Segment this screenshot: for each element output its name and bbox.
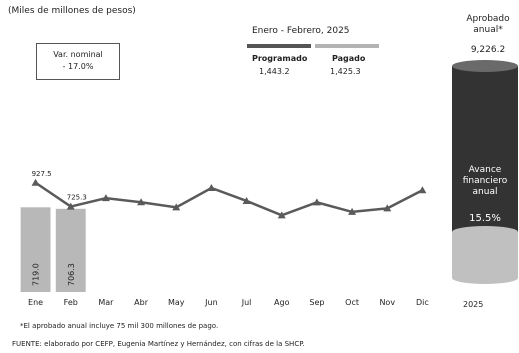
cylinder-divider — [452, 226, 518, 238]
point-abr — [137, 198, 146, 206]
point-oct — [348, 207, 357, 215]
legend-pagado-label: Pagado — [332, 54, 366, 63]
line-value-label: 927.5 — [32, 170, 52, 178]
year-label: 2025 — [463, 300, 484, 309]
legend-programado-value: 1,443.2 — [259, 67, 290, 76]
x-label-jun: Jun — [204, 298, 218, 307]
x-label-jul: Jul — [241, 298, 252, 307]
legend-programado-swatch — [247, 44, 311, 48]
cylinder-remaining-segment — [452, 66, 518, 232]
annual-cylinder — [452, 60, 518, 284]
legend-pagado-value: 1,425.3 — [330, 67, 361, 76]
bar-ene — [20, 207, 51, 292]
x-label-abr: Abr — [134, 298, 149, 307]
point-ene — [31, 178, 40, 186]
point-feb — [66, 202, 75, 210]
bar-value-label: 719.0 — [32, 263, 41, 286]
x-labels-layer: Ene Feb Mar Abr May Jun Jul Ago Sep Oct Nov Dic — [28, 298, 429, 307]
x-label-ene: Ene — [28, 298, 43, 307]
bar-feb — [55, 208, 86, 292]
x-label-feb: Feb — [64, 298, 78, 307]
approved-annual-label: Aprobado anual* — [466, 14, 510, 35]
point-ago — [277, 211, 286, 219]
cylinder-bottom — [452, 272, 518, 284]
variation-value: - 17.0% — [62, 62, 94, 71]
advance-label: Avance financiero anual — [462, 165, 508, 197]
x-label-oct: Oct — [345, 298, 359, 307]
legend-pagado-swatch — [315, 44, 379, 48]
x-label-may: May — [168, 298, 185, 307]
x-label-ago: Ago — [274, 298, 290, 307]
point-sep — [312, 198, 321, 206]
programado-line — [34, 181, 423, 217]
x-label-sep: Sep — [309, 298, 324, 307]
bars-layer: 719.0 706.3 — [20, 207, 86, 292]
x-label-dic: Dic — [416, 298, 429, 307]
units-label: (Miles de millones de pesos) — [8, 6, 136, 16]
x-label-nov: Nov — [379, 298, 395, 307]
point-mar — [101, 194, 110, 202]
line-layer: 927.5 725.3 — [31, 170, 427, 219]
cylinder-top — [452, 60, 518, 72]
point-may — [172, 203, 181, 211]
variation-label: Var. nominal — [53, 50, 103, 59]
legend-programado-label: Programado — [252, 54, 308, 63]
bar-value-label: 706.3 — [67, 263, 76, 286]
advance-value: 15.5% — [469, 213, 501, 224]
line-value-label: 725.3 — [67, 194, 87, 202]
legend-title: Enero - Febrero, 2025 — [252, 26, 350, 36]
approved-annual-value: 9,226.2 — [470, 45, 506, 55]
point-jul — [242, 196, 251, 204]
x-label-mar: Mar — [98, 298, 114, 307]
cylinder-advance-segment — [452, 232, 518, 278]
source-note: FUENTE: elaborado por CEFP, Eugenia Mart… — [12, 340, 305, 348]
point-jun — [207, 184, 216, 192]
variation-box: Var. nominal - 17.0% — [36, 43, 120, 80]
footnote: *El aprobado anual incluye 75 mil 300 mi… — [20, 322, 219, 330]
point-nov — [383, 204, 392, 212]
point-dic — [418, 186, 427, 194]
